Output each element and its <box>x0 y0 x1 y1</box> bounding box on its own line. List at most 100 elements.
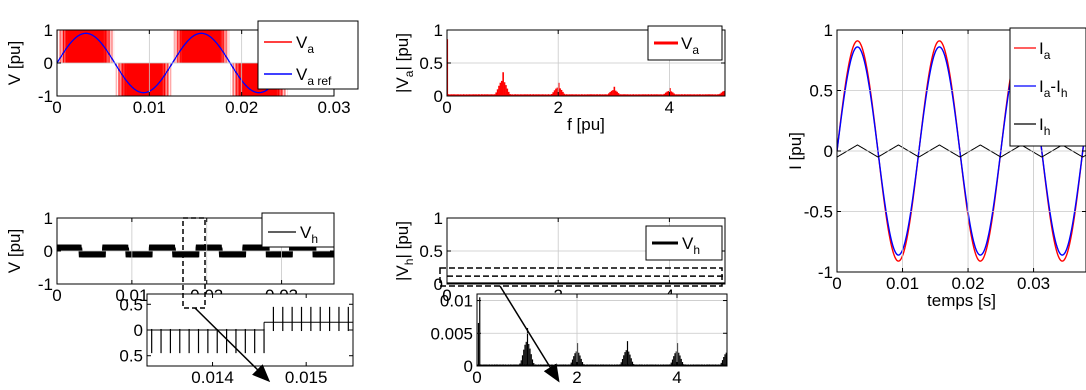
pwm-pulse <box>204 30 208 63</box>
y-tick-label: 0.5 <box>809 82 833 101</box>
pwm-pulse <box>358 63 360 96</box>
legend-entry: Ih <box>1039 115 1050 138</box>
pwm-pulse <box>150 63 153 96</box>
y-tick-label: 1 <box>44 209 53 228</box>
pwm-pulse <box>220 30 222 63</box>
pwm-pulse <box>130 63 133 96</box>
pwm-pulse <box>127 63 130 96</box>
pwm-pulse <box>248 63 251 96</box>
zoom-indicators <box>182 217 723 383</box>
pwm-pulse <box>249 63 253 96</box>
pwm-pulse <box>238 63 241 96</box>
pwm-pulse <box>200 30 204 63</box>
pwm-pulse <box>371 63 374 96</box>
y-tick-label: 0.5 <box>119 347 143 366</box>
pwm-pulse <box>148 63 152 96</box>
y-tick-label: 0 <box>434 275 443 294</box>
chart-va_spectrum: 0 2 4 1 0.5 0 f [pu] |Va| [pu] Va <box>393 21 726 134</box>
series-vh <box>57 244 334 258</box>
pwm-pulse <box>216 30 219 63</box>
pwm-pulse <box>253 63 257 96</box>
pwm-pulse <box>387 63 389 96</box>
pwm-pulse <box>212 30 215 63</box>
pwm-pulse <box>187 30 191 63</box>
x-tick-label: 0.01 <box>886 274 919 293</box>
pwm-pulse <box>179 30 181 63</box>
pwm-pulse <box>189 30 192 63</box>
pwm-pulse <box>98 30 101 63</box>
pwm-pulse <box>132 63 136 96</box>
legend-entry: Vh <box>300 223 318 246</box>
y-tick-label: 1 <box>434 21 443 40</box>
pwm-pulse <box>193 30 197 63</box>
pwm-pulse <box>109 30 111 63</box>
pwm-pulse <box>234 63 236 96</box>
pwm-pulse <box>165 63 167 96</box>
pwm-pulse <box>255 63 259 96</box>
zoom-box-spectrum <box>439 267 723 287</box>
pwm-pulse <box>69 30 72 63</box>
pwm-pulse <box>141 63 145 96</box>
pwm-pulse <box>128 63 131 96</box>
pwm-pulse <box>372 63 375 96</box>
legend: Ia Ia-Ih Ih <box>1009 27 1086 147</box>
pwm-pulse <box>90 30 94 63</box>
x-tick-label: 4 <box>672 368 681 387</box>
pwm-pulse <box>68 30 71 63</box>
x-tick-label: 0 <box>472 368 481 387</box>
pwm-pulse <box>89 30 93 63</box>
pwm-pulse <box>82 30 86 63</box>
y-tick-label: 1 <box>44 21 53 40</box>
pwm-pulse <box>207 30 211 63</box>
pwm-pulse <box>118 63 119 96</box>
pwm-pulse <box>145 63 149 96</box>
pwm-pulse <box>153 63 156 96</box>
pwm-pulse <box>61 30 63 63</box>
x-tick-label: 0.01 <box>115 286 148 305</box>
y-axis-label: V [pu] <box>5 229 24 273</box>
zoom-box-time <box>182 217 206 309</box>
pwm-pulse <box>156 63 159 96</box>
legend: Va Va ref <box>257 20 359 90</box>
x-tick-label: 0 <box>442 286 451 305</box>
pwm-pulse <box>131 63 134 96</box>
pwm-pulse <box>215 30 218 63</box>
pwm-pulse <box>144 63 148 96</box>
y-tick-label: 1 <box>824 21 833 40</box>
pwm-pulse <box>186 30 189 63</box>
pwm-pulse <box>85 30 89 63</box>
pwm-pulse <box>197 30 201 63</box>
x-tick-label: 0.02 <box>225 98 258 117</box>
pwm-pulse <box>223 30 225 63</box>
pwm-pulse <box>233 63 235 96</box>
pwm-pulse <box>383 63 386 96</box>
pwm-pulse <box>79 30 83 63</box>
pwm-pulse <box>86 30 90 63</box>
x-tick-label: 0.014 <box>191 368 234 387</box>
pwm-pulse <box>374 63 377 96</box>
pwm-pulse <box>62 30 64 63</box>
pwm-pulse <box>178 30 180 63</box>
pwm-pulse <box>192 30 195 63</box>
x-tick-label: 0.03 <box>317 98 350 117</box>
x-tick-label: 0 <box>442 98 451 117</box>
x-tick-label: 2 <box>553 98 562 117</box>
pwm-pulse <box>154 63 157 96</box>
pwm-pulse <box>380 63 383 96</box>
y-tick-label: -0.5 <box>804 203 833 222</box>
pwm-pulse <box>137 63 140 96</box>
x-axis-label: f [pu] <box>567 115 605 134</box>
y-tick-label: 0 <box>44 242 53 261</box>
plot-series <box>447 275 725 284</box>
plot-series <box>57 244 334 258</box>
y-axis-label: |Va| [pu] <box>393 33 416 93</box>
pwm-pulse <box>202 30 205 63</box>
pwm-pulse <box>252 63 256 96</box>
legend: Vh <box>645 225 723 261</box>
plot-series <box>477 297 727 366</box>
pwm-pulse <box>106 30 108 63</box>
pwm-pulse <box>95 30 98 63</box>
x-tick-label: 2 <box>572 368 581 387</box>
pwm-pulse <box>390 63 392 96</box>
